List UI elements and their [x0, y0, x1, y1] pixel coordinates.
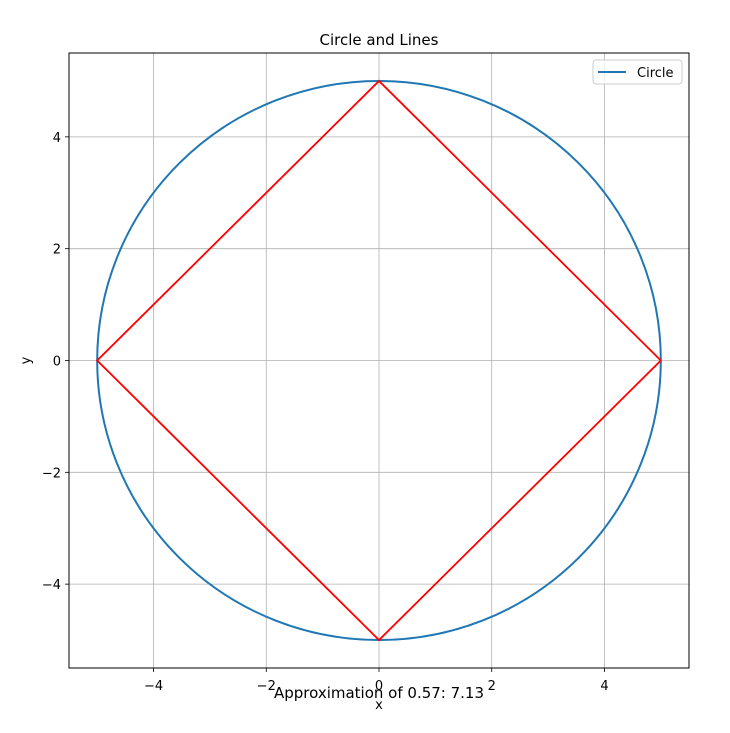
- x-tick-label: 2: [488, 679, 496, 694]
- y-axis-label: y: [19, 356, 34, 364]
- chart-title: Circle and Lines: [320, 31, 439, 49]
- grid: [69, 53, 689, 668]
- ticks: −4 −2 0 2 4 −4 −2 0 2 4: [42, 131, 609, 694]
- y-tick-label: 0: [53, 355, 61, 370]
- x-tick-label: 4: [600, 679, 608, 694]
- x-tick-label: −2: [257, 679, 276, 694]
- legend: Circle: [592, 59, 683, 85]
- series-layer: [95, 79, 662, 642]
- x-tick-label: −4: [144, 679, 163, 694]
- y-tick-label: 4: [53, 131, 61, 146]
- y-tick-label: −2: [42, 466, 61, 481]
- x-axis-label: x: [375, 698, 383, 713]
- diamond-lines: [95, 79, 662, 642]
- x-tick-label: 0: [375, 679, 383, 694]
- y-tick-label: −4: [42, 578, 61, 593]
- approximation-annotation: Approximation of 0.57: 7.13: [274, 684, 484, 702]
- legend-box: [592, 59, 683, 85]
- legend-label: Circle: [637, 66, 674, 81]
- y-tick-label: 2: [53, 243, 61, 258]
